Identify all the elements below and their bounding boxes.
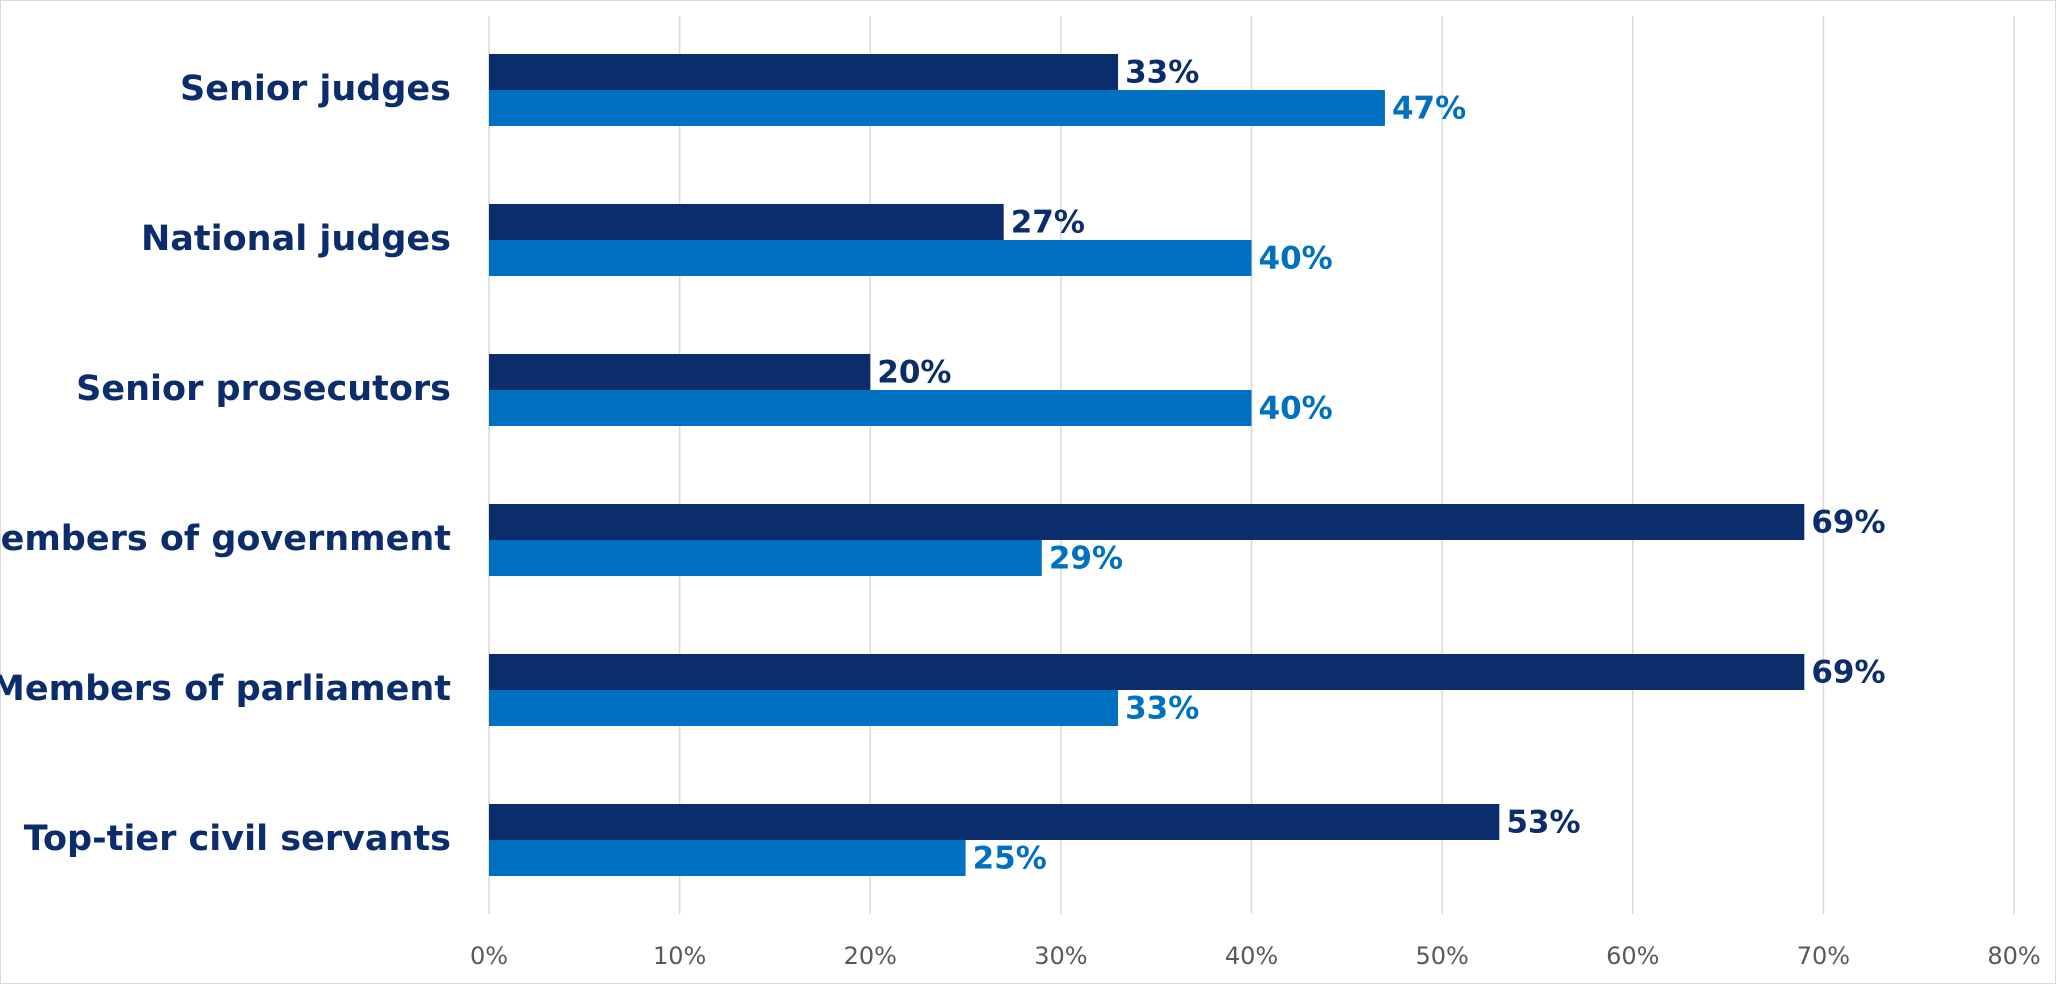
category-label: Senior judges [180,69,451,109]
x-tick-label: 60% [1606,942,1659,970]
bar [489,354,871,390]
category-label: Senior prosecutors [76,369,451,409]
bar [489,840,966,876]
value-label: 29% [1049,541,1123,577]
x-tick-label: 80% [1987,942,2040,970]
value-label: 69% [1811,505,1885,541]
x-tick-label: 50% [1415,942,1468,970]
x-tick-label: 10% [653,942,706,970]
value-label: 69% [1811,655,1885,691]
bar [489,804,1500,840]
value-label: 53% [1506,805,1580,841]
category-label: Members of parliament [0,669,451,709]
bar [489,240,1252,276]
bar [489,54,1119,90]
value-label: 40% [1259,241,1333,277]
value-label: 47% [1392,91,1466,127]
category-label: National judges [141,219,451,259]
x-tick-label: 70% [1797,942,1850,970]
bar [489,504,1805,540]
x-tick-label: 0% [470,942,508,970]
value-label: 33% [1125,55,1199,91]
bar [489,654,1805,690]
value-label: 33% [1125,691,1199,727]
bar [489,204,1004,240]
value-label: 40% [1259,391,1333,427]
value-label: 27% [1011,205,1085,241]
bar [489,390,1252,426]
value-label: 25% [973,841,1047,877]
bar [489,540,1042,576]
category-label: Members of government [0,519,451,559]
x-tick-label: 20% [844,942,897,970]
category-label: Top-tier civil servants [24,819,451,859]
value-label: 20% [877,355,951,391]
bar [489,90,1385,126]
x-tick-label: 30% [1034,942,1087,970]
x-tick-label: 40% [1225,942,1278,970]
bar [489,690,1119,726]
